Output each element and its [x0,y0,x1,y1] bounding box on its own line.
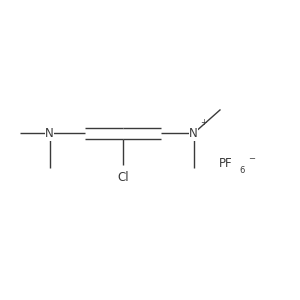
Text: N: N [189,127,198,140]
Text: PF: PF [219,157,232,170]
Text: +: + [200,118,207,127]
Text: 6: 6 [239,166,245,175]
Text: N: N [45,127,54,140]
Text: Cl: Cl [117,171,129,184]
Text: −: − [248,154,255,164]
